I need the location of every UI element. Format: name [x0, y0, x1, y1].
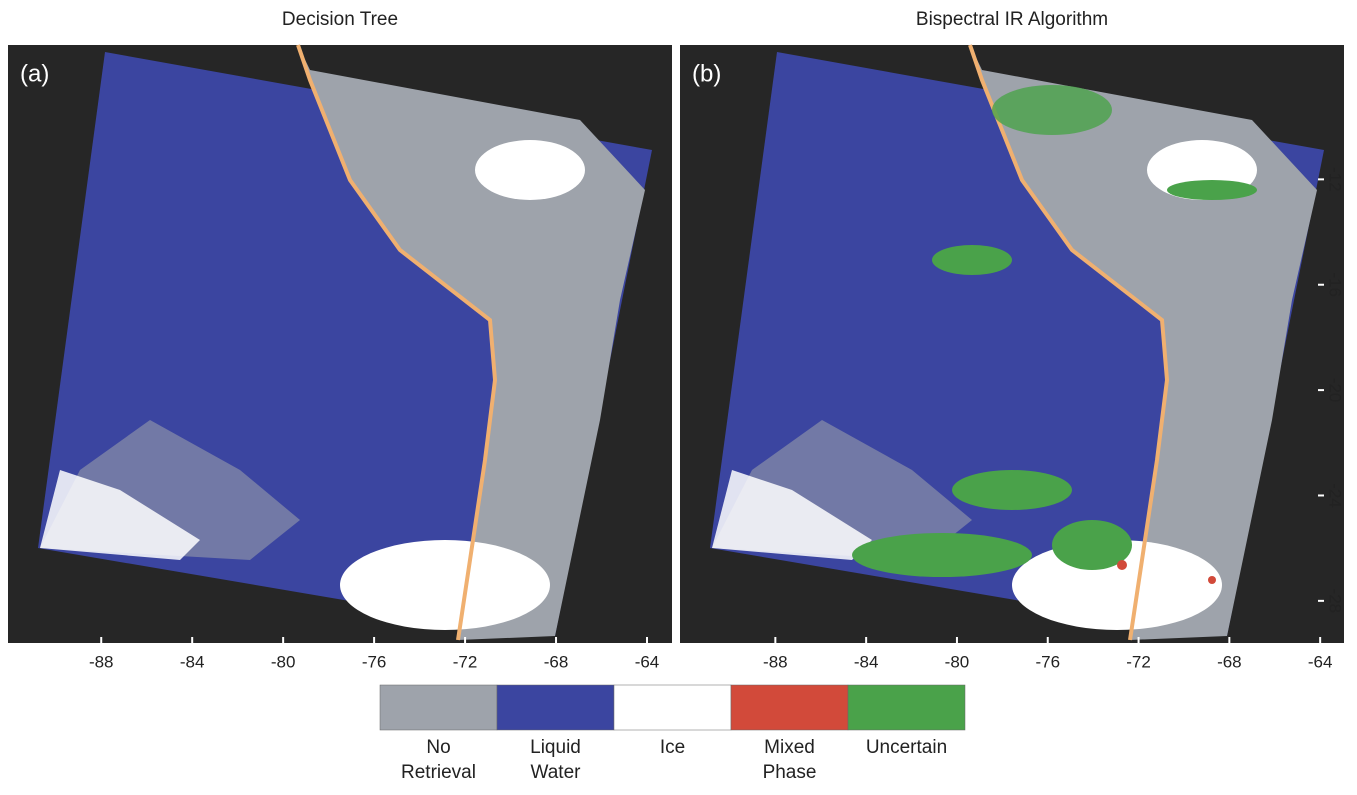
legend-swatch	[731, 685, 848, 730]
x-tick-label: -76	[362, 652, 387, 671]
panel-label: (b)	[692, 60, 721, 87]
legend-swatch	[848, 685, 965, 730]
legend-label: No	[426, 737, 450, 758]
map-image-b	[680, 45, 1344, 643]
panel-label: (a)	[20, 60, 49, 87]
y-tick-label: -16	[1326, 272, 1345, 297]
y-tick-label: -24	[1326, 483, 1345, 508]
x-tick-label: -88	[763, 652, 788, 671]
legend-swatch	[497, 685, 614, 730]
figure: Decision Tree (a) -88 -84 -80 -76 -72 -68 -64 Bis…	[0, 0, 1357, 790]
legend-label: Phase	[763, 762, 817, 783]
legend-swatch	[614, 685, 731, 730]
legend-swatch	[380, 685, 497, 730]
panel-title: Bispectral IR Algorithm	[916, 9, 1108, 30]
x-tick-label: -76	[1035, 652, 1060, 671]
legend-label: Mixed	[764, 737, 815, 758]
x-tick-label: -72	[1126, 652, 1151, 671]
legend-label: Liquid	[530, 737, 581, 758]
y-tick-label: -12	[1326, 167, 1345, 192]
page: Decision Tree (a) -88 -84 -80 -76 -72 -68 -64 Bis…	[0, 0, 1357, 795]
x-tick-label: -68	[544, 652, 569, 671]
x-tick-label: -80	[945, 652, 970, 671]
panel-title: Decision Tree	[282, 9, 398, 30]
y-tick-label: -20	[1326, 378, 1345, 403]
x-tick-label: -84	[180, 652, 205, 671]
x-tick-label: -64	[1308, 652, 1333, 671]
x-tick-label: -80	[271, 652, 296, 671]
x-tick-label: -72	[453, 652, 478, 671]
x-tick-label: -84	[854, 652, 879, 671]
y-tick-label: -28	[1326, 589, 1345, 614]
legend-label: Ice	[660, 737, 685, 758]
x-tick-label: -64	[635, 652, 660, 671]
legend-label: Uncertain	[866, 737, 947, 758]
x-tick-label: -68	[1217, 652, 1242, 671]
x-tick-label: -88	[89, 652, 114, 671]
legend-label: Retrieval	[401, 762, 476, 783]
legend-label: Water	[531, 762, 582, 783]
map-image-a	[8, 45, 672, 643]
